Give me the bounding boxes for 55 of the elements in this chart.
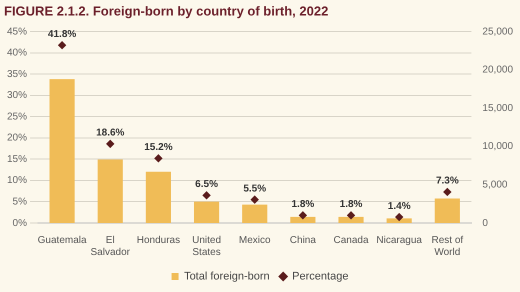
y-tick-label: 35% xyxy=(7,68,28,80)
x-tick-label: China xyxy=(290,234,316,246)
bar xyxy=(146,172,171,223)
point xyxy=(443,188,452,196)
bar xyxy=(338,216,364,223)
x-tick-label: Canada xyxy=(334,234,369,246)
data-label: 41.8% xyxy=(48,28,76,40)
bar xyxy=(434,198,460,223)
y2-tick-label: 0 xyxy=(482,218,488,229)
bar xyxy=(290,216,316,223)
y2-tick-label: 25,000 xyxy=(482,26,514,38)
x-tick-label: Mexico xyxy=(238,234,271,246)
x-tick-label: Guatemala xyxy=(38,234,87,246)
y-tick-label: 45% xyxy=(7,26,28,38)
y2-tick-label: 15,000 xyxy=(482,102,514,114)
y2-tick-label: 5,000 xyxy=(482,179,508,190)
y2-tick-label: 10,000 xyxy=(482,141,514,152)
legend-label: Percentage xyxy=(292,270,348,283)
data-label: 1.8% xyxy=(291,199,314,210)
point xyxy=(154,154,162,162)
chart-title: FIGURE 2.1.2. Foreign-born by country of birth, 2022 xyxy=(4,3,328,18)
data-label: 18.6% xyxy=(96,128,125,139)
point xyxy=(298,211,307,220)
point xyxy=(395,213,404,222)
bar xyxy=(386,218,412,223)
point xyxy=(106,140,114,148)
x-tick-label: Nicaragua xyxy=(376,234,422,246)
data-label: 6.5% xyxy=(195,179,218,190)
point xyxy=(250,196,259,204)
y2-tick-label: 20,000 xyxy=(482,64,514,76)
y-tick-label: 15% xyxy=(7,154,28,165)
bar xyxy=(242,204,268,223)
data-label: 7.3% xyxy=(436,176,459,187)
point xyxy=(58,41,66,50)
y-tick-label: 5% xyxy=(12,196,28,208)
data-label: 15.2% xyxy=(144,142,173,154)
y-tick-label: 30% xyxy=(7,90,28,102)
y-tick-label: 25% xyxy=(7,111,28,122)
y-tick-label: 40% xyxy=(7,48,28,59)
point xyxy=(347,211,356,220)
y-tick-label: 20% xyxy=(7,132,28,144)
bar xyxy=(194,202,220,223)
data-label: 5.5% xyxy=(243,183,266,194)
x-tick-label: El Salvador xyxy=(90,234,131,258)
data-label: 1.4% xyxy=(388,200,411,212)
data-label: 1.8% xyxy=(340,199,363,210)
y-tick-label: 0% xyxy=(12,218,28,229)
point xyxy=(202,191,211,200)
x-tick-label: Rest of World xyxy=(431,234,464,258)
bar xyxy=(50,79,75,223)
y-tick-label: 10% xyxy=(7,175,28,186)
x-tick-label: United States xyxy=(192,234,222,258)
x-tick-label: Honduras xyxy=(136,234,180,246)
legend-label: Total foreign-born xyxy=(184,270,270,283)
bar xyxy=(98,159,123,223)
